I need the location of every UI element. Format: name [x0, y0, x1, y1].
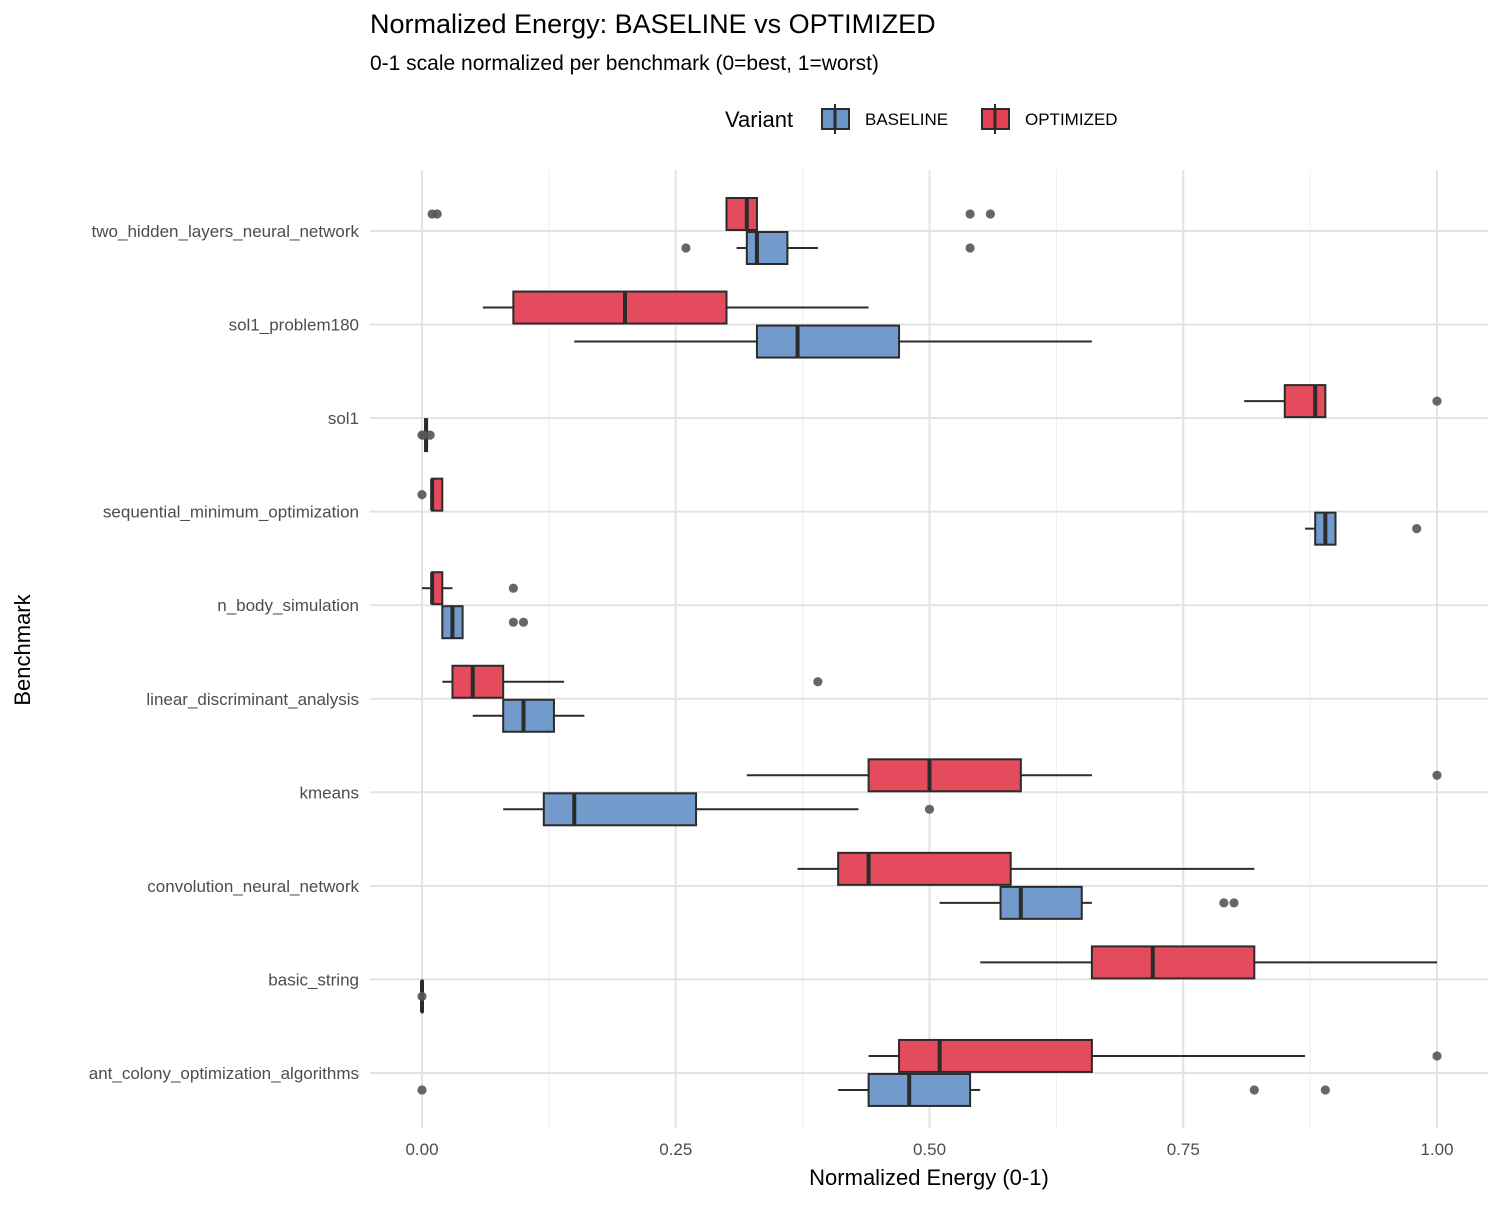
box-iqr [502, 698, 555, 733]
box-iqr [1283, 384, 1327, 419]
box-optimized-sol1_problem180 [482, 290, 869, 325]
outlier-point [1229, 898, 1239, 908]
box-iqr [745, 231, 789, 265]
box-iqr [725, 197, 758, 231]
outlier-point [1249, 1085, 1259, 1095]
box-optimized-n_body_simulation [422, 571, 518, 606]
box-iqr [755, 324, 901, 359]
outlier-point [965, 209, 975, 219]
box-iqr [542, 792, 698, 827]
y-tick-label: basic_string [268, 970, 359, 989]
box-baseline-linear_discriminant_analysis [472, 698, 585, 733]
outlier-point [681, 243, 691, 253]
outlier-point [965, 243, 975, 253]
outlier-point [508, 583, 518, 593]
box-optimized-two_hidden_layers_neural_network [427, 197, 996, 231]
y-tick-label: n_body_simulation [217, 596, 359, 615]
x-tick-label: 0.00 [405, 1140, 438, 1159]
outlier-point [1219, 898, 1229, 908]
box-optimized-sequential_minimum_optimization [417, 477, 444, 512]
outlier-point [417, 991, 427, 1002]
legend-label: BASELINE [865, 110, 948, 129]
x-tick-label: 0.50 [913, 1140, 946, 1159]
outlier-point [1432, 1051, 1442, 1061]
y-tick-label: kmeans [299, 783, 359, 802]
y-tick-label: sol1 [328, 409, 359, 428]
box-baseline-ant_colony_optimization_algorithms [417, 1072, 1330, 1107]
legend-label: OPTIMIZED [1025, 110, 1118, 129]
outlier-point [417, 490, 427, 500]
outlier-point [1432, 396, 1442, 406]
box-iqr [867, 758, 1022, 793]
legend-item-baseline: BASELINE [821, 104, 948, 134]
box-optimized-sol1 [1244, 384, 1442, 419]
outlier-point [417, 1085, 427, 1095]
x-axis: 0.00 0.25 0.50 0.75 1.00 [405, 1140, 1453, 1159]
box-iqr [512, 290, 728, 325]
plot-area [417, 197, 1442, 1107]
legend-title: Variant [725, 107, 793, 132]
x-tick-label: 0.75 [1167, 1140, 1200, 1159]
box-iqr [451, 664, 505, 699]
box-baseline-kmeans [503, 792, 935, 827]
box-optimized-linear_discriminant_analysis [442, 664, 823, 699]
outlier-point [985, 209, 996, 219]
x-tick-label: 0.25 [659, 1140, 692, 1159]
box-optimized-convolution_neural_network [797, 851, 1255, 886]
outlier-point [813, 677, 823, 687]
box-iqr [1090, 945, 1256, 980]
y-axis: two_hidden_layers_neural_network sol1_pro… [89, 222, 360, 1083]
box-baseline-sol1 [417, 418, 435, 453]
box-baseline-sequential_minimum_optimization [1305, 511, 1422, 546]
y-tick-label: linear_discriminant_analysis [146, 690, 359, 709]
outlier-point [432, 209, 442, 219]
box-baseline-convolution_neural_network [939, 885, 1239, 920]
box-baseline-two_hidden_layers_neural_network [681, 231, 975, 265]
outlier-point [1412, 524, 1422, 534]
y-tick-label: two_hidden_layers_neural_network [92, 222, 360, 241]
y-tick-label: ant_colony_optimization_algorithms [89, 1064, 359, 1083]
legend-item-optimized: OPTIMIZED [981, 104, 1118, 134]
legend: Variant BASELINE OPTIMIZED [725, 104, 1118, 134]
outlier-point [518, 617, 529, 627]
y-tick-label: convolution_neural_network [147, 877, 359, 896]
outlier-point [508, 617, 518, 627]
box-iqr [867, 1072, 972, 1107]
box-baseline-n_body_simulation [441, 605, 529, 640]
y-axis-title: Benchmark [10, 593, 35, 705]
y-tick-label: sequential_minimum_optimization [103, 503, 359, 522]
x-tick-label: 1.00 [1420, 1140, 1453, 1159]
outlier-point [924, 804, 935, 814]
box-optimized-basic_string [980, 945, 1437, 980]
box-iqr [898, 1038, 1093, 1073]
box-optimized-kmeans [746, 758, 1442, 793]
chart-title: Normalized Energy: BASELINE vs OPTIMIZED [370, 9, 936, 39]
box-baseline-sol1_problem180 [574, 324, 1092, 359]
outlier-point [425, 430, 435, 440]
chart-subtitle: 0-1 scale normalized per benchmark (0=be… [370, 52, 879, 75]
box-baseline-basic_string [417, 979, 427, 1014]
box-iqr [999, 885, 1083, 920]
x-axis-title: Normalized Energy (0-1) [809, 1165, 1049, 1190]
box-optimized-ant_colony_optimization_algorithms [868, 1038, 1442, 1073]
outlier-point [1320, 1085, 1330, 1095]
box-iqr [837, 851, 1012, 886]
y-tick-label: sol1_problem180 [229, 316, 359, 335]
outlier-point [1432, 770, 1442, 780]
